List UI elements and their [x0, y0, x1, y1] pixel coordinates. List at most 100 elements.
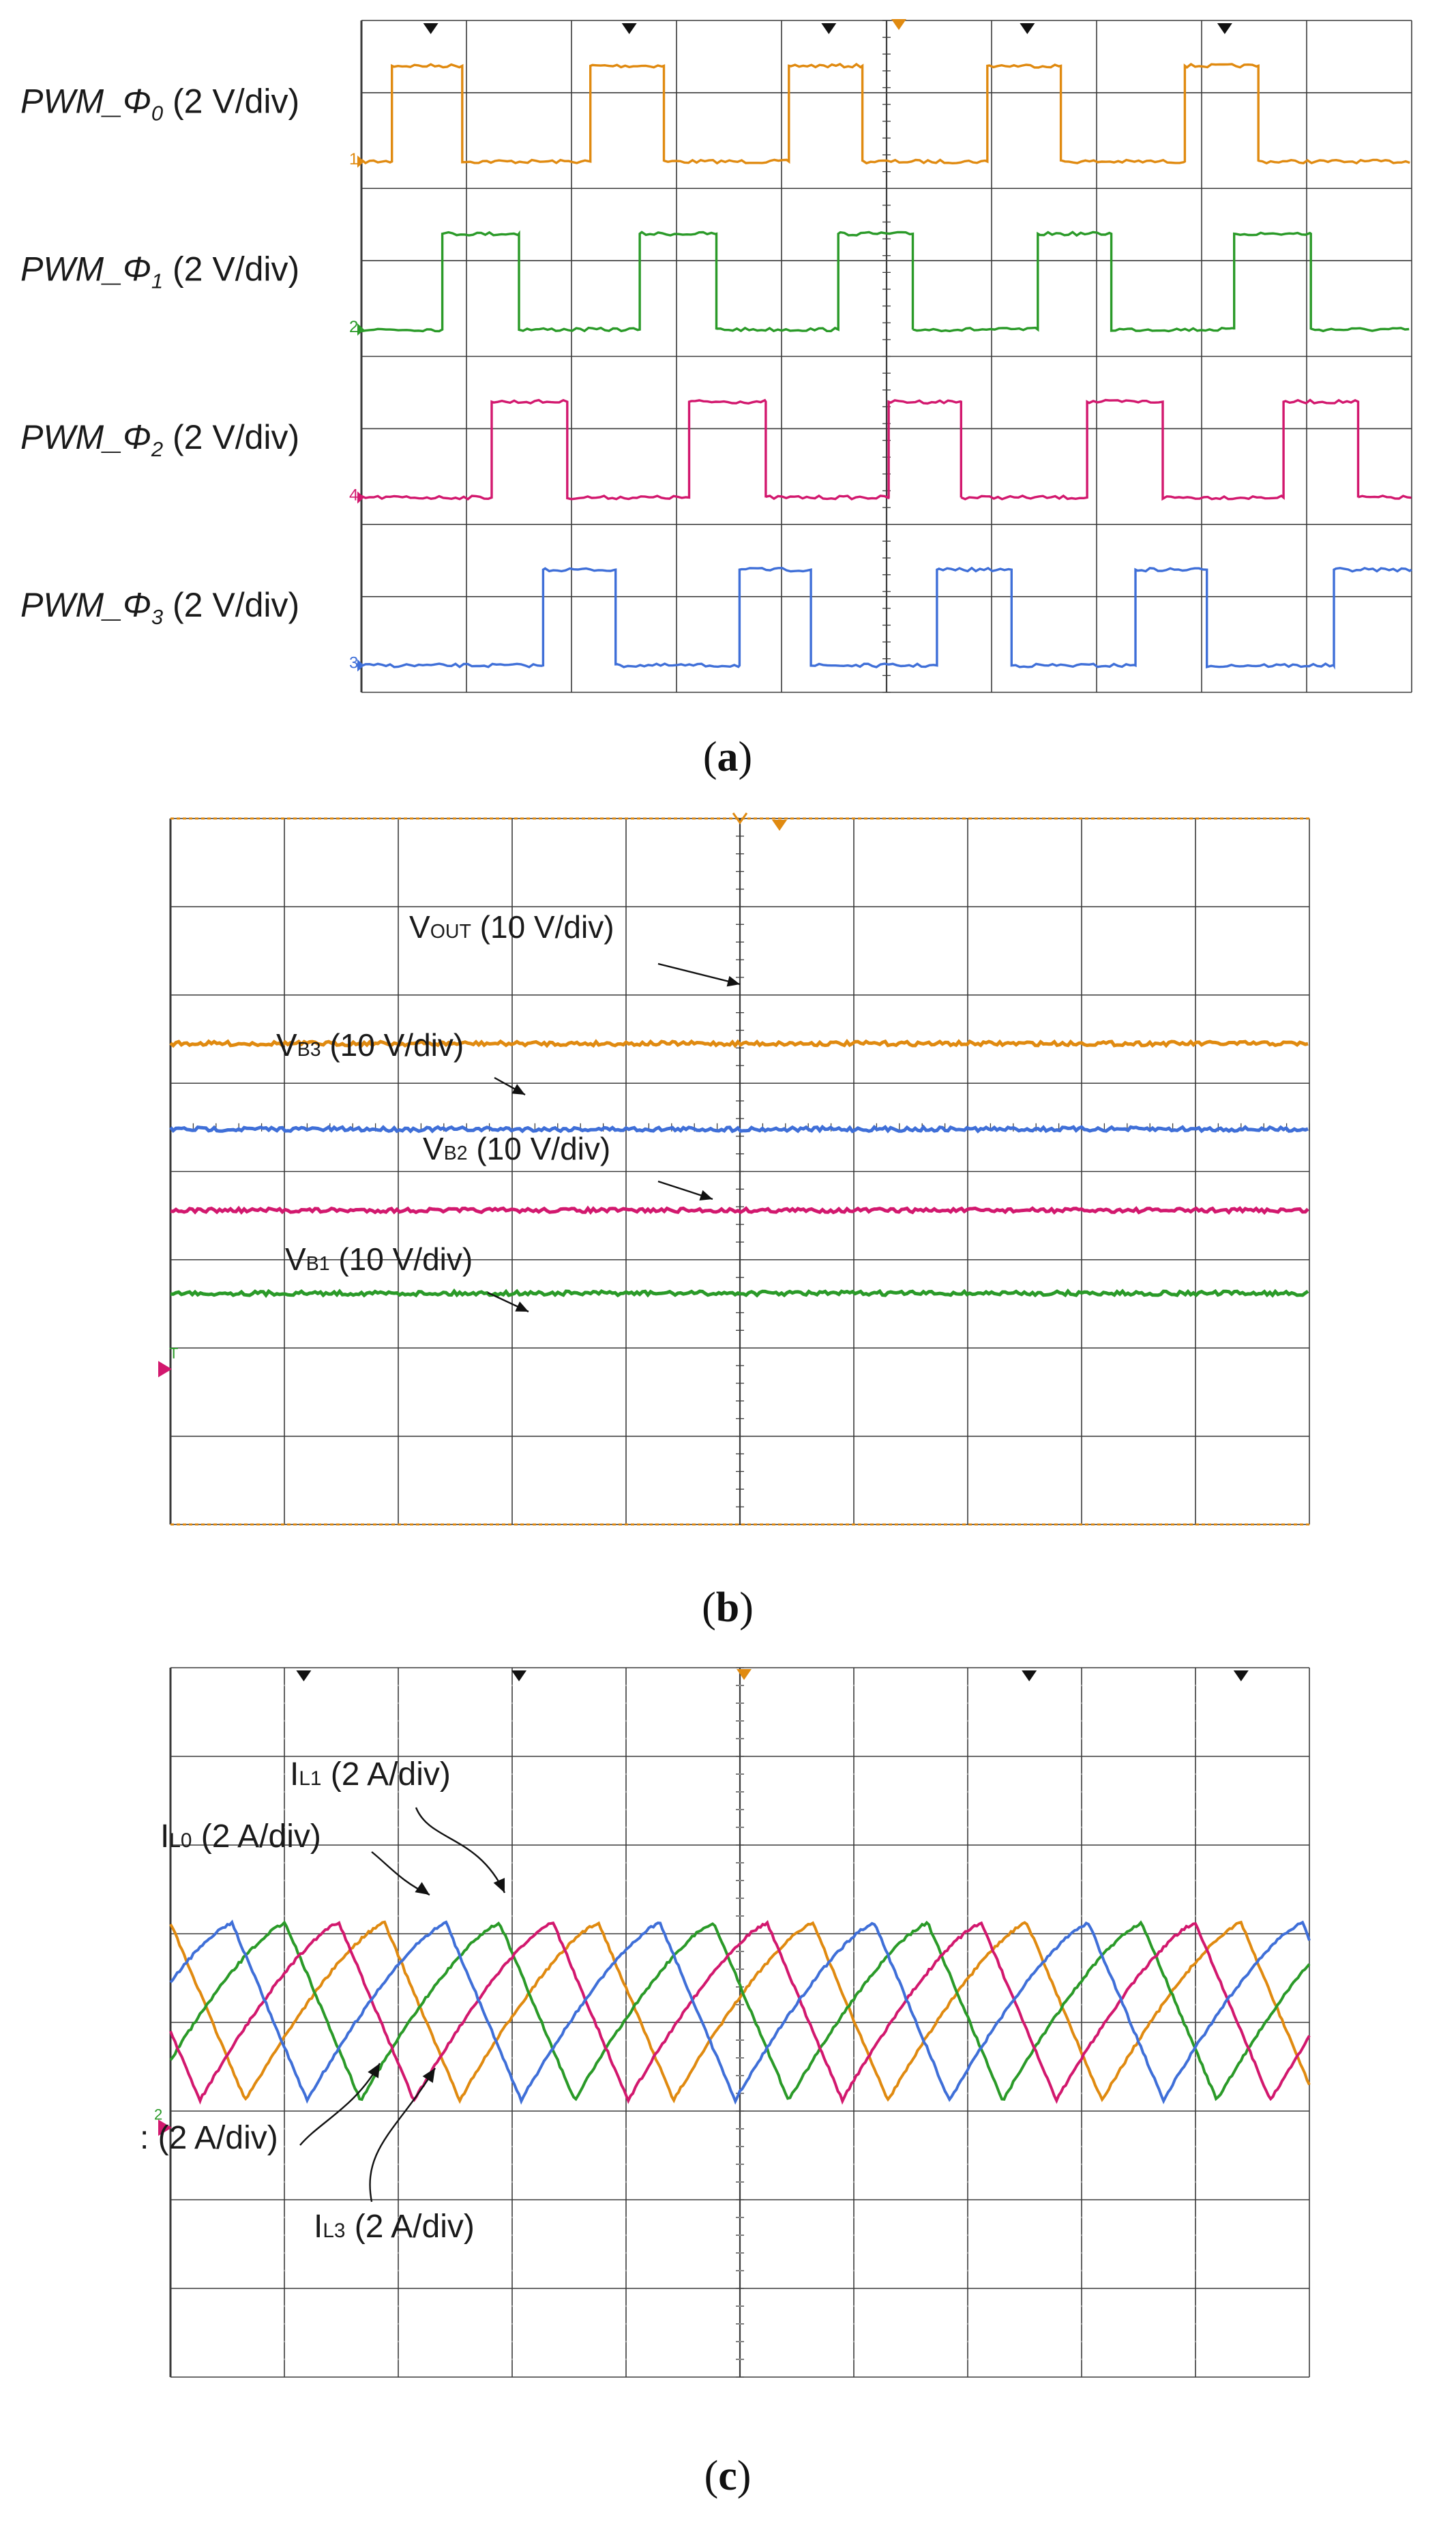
grid-dot	[397, 1968, 400, 1971]
grid-dot	[283, 2127, 286, 2130]
grid-dot	[852, 1968, 855, 1971]
grid-dot	[1080, 2163, 1083, 2166]
panel-b-series-labels: VOUT (10 V/div)VB3 (10 V/div)VB2 (10 V/d…	[276, 909, 741, 1313]
label-current-3-rest: (2 A/div)	[345, 2209, 474, 2245]
arrow-current-3-curve	[369, 2067, 436, 2202]
grid-dot	[852, 1808, 855, 1811]
grid-dot	[966, 1790, 969, 1793]
grid-dot	[1080, 2216, 1083, 2219]
panel-c-inductor-currents: 2 IL1 (2 A/div)IL0 (2 A/div): (2 A/div)I…	[140, 1667, 1311, 2499]
grid-dot	[283, 2163, 286, 2166]
grid-dot	[625, 1808, 627, 1811]
grid-dot	[1080, 2127, 1083, 2130]
grid-dot	[1080, 1720, 1083, 1722]
grid-dot	[283, 2003, 286, 2006]
label-pwm-2: PWM_Φ2 (2 V/div)	[20, 418, 299, 461]
grid-dot	[739, 2003, 741, 2006]
trace-voltage-3	[170, 1288, 1309, 1298]
grid-dot	[511, 2305, 514, 2308]
grid-dot	[511, 1897, 514, 1900]
label-current-0: IL0 (2 A/div)	[160, 1818, 321, 1855]
channel-marker	[158, 2119, 172, 2136]
channel-marker-label: 2	[154, 2106, 162, 2123]
grid-dot	[852, 2269, 855, 2272]
grid-dot	[625, 1968, 627, 1971]
grid-dot	[1080, 1879, 1083, 1882]
grid-dot	[739, 2163, 741, 2166]
grid-dot	[625, 1773, 627, 1775]
grid-dot	[511, 1879, 514, 1882]
grid-dot	[511, 1684, 514, 1687]
grid-dot	[625, 2216, 627, 2219]
label-pwm-0-sub: 0	[151, 101, 163, 125]
grid-dot	[852, 2234, 855, 2237]
grid-dot	[852, 1702, 855, 1705]
arrow-voltage-2-head	[699, 1190, 713, 1201]
grid-dot	[966, 1737, 969, 1740]
label-current-3-main: I	[314, 2209, 323, 2245]
grid-dot	[852, 2323, 855, 2325]
grid-dot	[739, 2216, 741, 2219]
grid-dot	[283, 2252, 286, 2254]
grid-dot	[1194, 2145, 1197, 2148]
grid-dot	[283, 1720, 286, 1722]
grid-dot	[1194, 2181, 1197, 2183]
grid-dot	[739, 1826, 741, 1829]
grid-dot	[397, 2092, 400, 2095]
grid-dot	[511, 2323, 514, 2325]
grid-dot	[397, 2127, 400, 2130]
grid-dot	[1080, 2340, 1083, 2343]
grid-dot	[966, 1950, 969, 1953]
grid-dot	[1080, 1808, 1083, 1811]
grid-dot	[966, 2127, 969, 2130]
trigger-marker-3	[1233, 1670, 1249, 1681]
panel-a-channel-labels: PWM_Φ0 (2 V/div)PWM_Φ1 (2 V/div)PWM_Φ2 (…	[20, 82, 299, 629]
grid-dot	[397, 1879, 400, 1882]
grid-dot	[625, 2323, 627, 2325]
grid-dot	[966, 1879, 969, 1882]
grid-dot	[283, 1986, 286, 1988]
grid-dot	[283, 2305, 286, 2308]
grid-dot	[966, 2074, 969, 2077]
grid-dot	[283, 2056, 286, 2059]
grid-dot	[283, 1897, 286, 1900]
trace-pwm-3	[361, 566, 1412, 670]
grid-dot	[625, 1702, 627, 1705]
grid-dot	[397, 2269, 400, 2272]
trigger-marker-4	[1217, 23, 1232, 34]
grid-dot	[1080, 2039, 1083, 2041]
label-voltage-0-rest: (10 V/div)	[471, 909, 614, 945]
grid-dot	[1194, 1986, 1197, 1988]
grid-dot	[397, 2074, 400, 2077]
ground-marker	[158, 1361, 172, 1378]
grid-dot	[1080, 2323, 1083, 2325]
grid-dot	[852, 1826, 855, 1829]
grid-dot	[625, 2163, 627, 2166]
grid-dot	[625, 1915, 627, 1917]
grid-dot	[397, 1915, 400, 1917]
grid-dot	[852, 2003, 855, 2006]
grid-dot	[283, 1702, 286, 1705]
grid-dot	[739, 1879, 741, 1882]
trigger-marker-cursor	[732, 812, 748, 825]
arrow-voltage-0-shaft	[657, 962, 741, 986]
grid-dot	[1194, 2234, 1197, 2237]
label-pwm-3-sub: 3	[151, 605, 163, 629]
grid-dot	[1194, 1879, 1197, 1882]
grid-dot	[625, 2234, 627, 2237]
grid-dot	[1194, 1968, 1197, 1971]
label-pwm-3-rest: (2 V/div)	[163, 586, 299, 624]
label-current-2-rest: : (2 A/div)	[140, 2120, 278, 2156]
grid-dot	[1194, 2039, 1197, 2041]
grid-dot	[625, 2252, 627, 2254]
grid-dot	[852, 2340, 855, 2343]
grid-dot	[852, 1773, 855, 1775]
arrow-current-2-curve	[299, 2063, 381, 2146]
arrow-voltage-1-head	[511, 1084, 525, 1095]
grid-dot	[1194, 1790, 1197, 1793]
channel-arrow-1	[357, 323, 364, 336]
trace-voltage-1	[169, 1124, 1309, 1134]
panel-c-series-labels: IL1 (2 A/div)IL0 (2 A/div): (2 A/div)IL3…	[140, 1756, 506, 2245]
grid-dot	[397, 1737, 400, 1740]
